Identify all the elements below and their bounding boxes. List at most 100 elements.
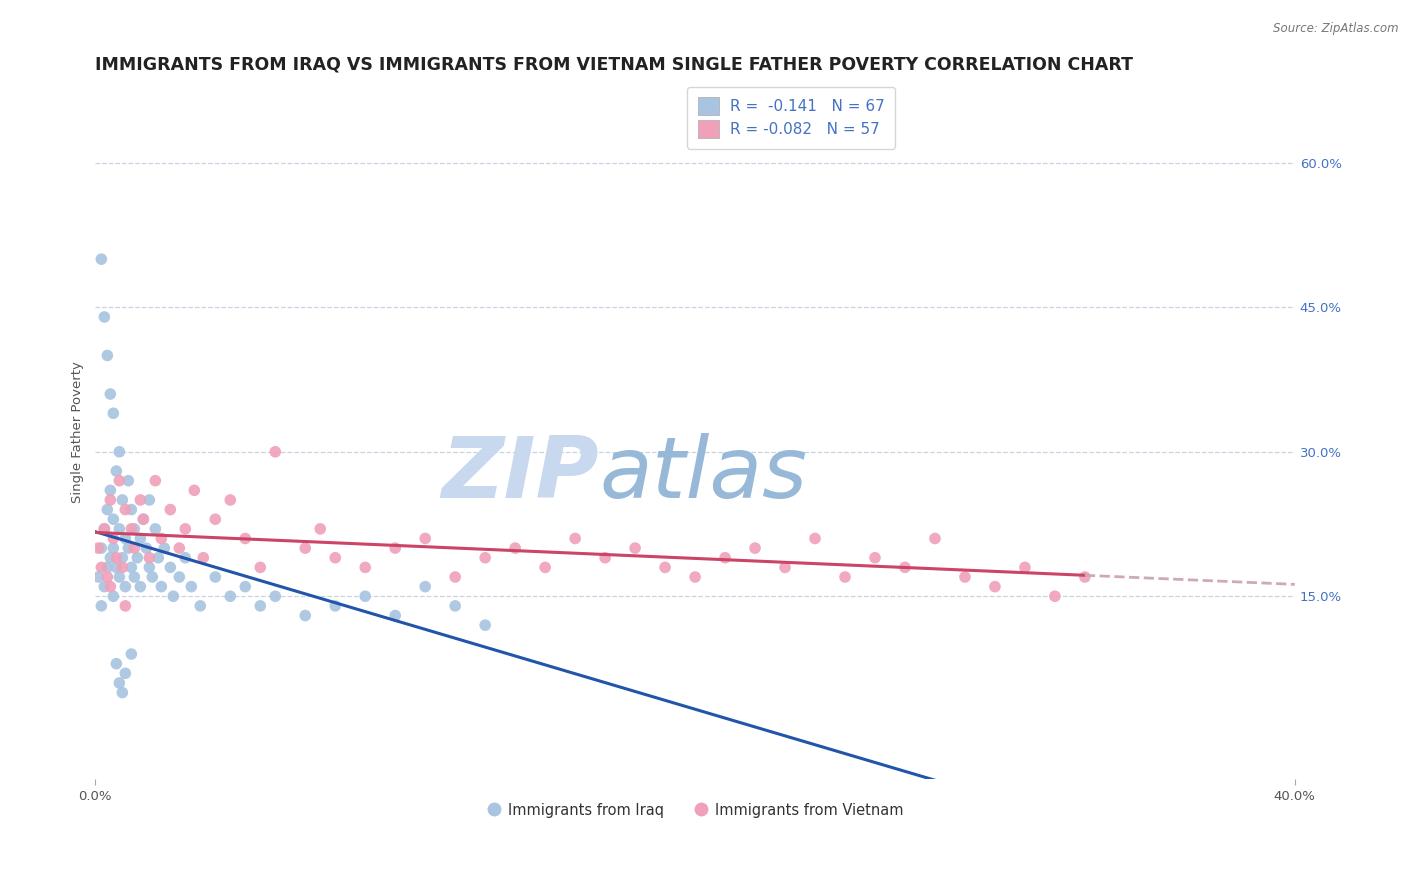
- Point: [159, 502, 181, 516]
- Point: [183, 483, 205, 498]
- Point: [111, 492, 134, 507]
- Point: [503, 541, 526, 555]
- Point: [233, 580, 256, 594]
- Point: [174, 522, 197, 536]
- Point: [294, 541, 316, 555]
- Point: [150, 532, 173, 546]
- Point: [249, 560, 271, 574]
- Point: [117, 474, 139, 488]
- Point: [804, 532, 827, 546]
- Point: [953, 570, 976, 584]
- Point: [129, 492, 152, 507]
- Point: [108, 474, 131, 488]
- Point: [103, 512, 125, 526]
- Point: [162, 589, 184, 603]
- Point: [683, 570, 706, 584]
- Point: [204, 570, 226, 584]
- Point: [108, 444, 131, 458]
- Point: [153, 541, 176, 555]
- Point: [219, 589, 242, 603]
- Point: [103, 406, 125, 420]
- Point: [132, 512, 155, 526]
- Point: [127, 550, 149, 565]
- Point: [87, 570, 110, 584]
- Point: [105, 550, 128, 565]
- Point: [96, 560, 118, 574]
- Text: atlas: atlas: [599, 433, 807, 516]
- Point: [93, 522, 115, 536]
- Point: [96, 502, 118, 516]
- Point: [90, 252, 112, 267]
- Point: [108, 522, 131, 536]
- Text: Source: ZipAtlas.com: Source: ZipAtlas.com: [1274, 22, 1399, 36]
- Point: [138, 492, 160, 507]
- Point: [624, 541, 647, 555]
- Point: [103, 589, 125, 603]
- Text: IMMIGRANTS FROM IRAQ VS IMMIGRANTS FROM VIETNAM SINGLE FATHER POVERTY CORRELATIO: IMMIGRANTS FROM IRAQ VS IMMIGRANTS FROM …: [96, 55, 1133, 73]
- Point: [564, 532, 586, 546]
- Point: [309, 522, 332, 536]
- Point: [219, 492, 242, 507]
- Point: [90, 541, 112, 555]
- Point: [129, 580, 152, 594]
- Point: [114, 599, 136, 613]
- Point: [120, 647, 142, 661]
- Point: [98, 483, 121, 498]
- Point: [105, 657, 128, 671]
- Point: [834, 570, 856, 584]
- Point: [323, 599, 346, 613]
- Point: [93, 522, 115, 536]
- Point: [98, 387, 121, 401]
- Point: [111, 550, 134, 565]
- Point: [105, 464, 128, 478]
- Point: [98, 550, 121, 565]
- Point: [138, 560, 160, 574]
- Legend: Immigrants from Iraq, Immigrants from Vietnam: Immigrants from Iraq, Immigrants from Vi…: [481, 797, 910, 824]
- Point: [654, 560, 676, 574]
- Point: [773, 560, 796, 574]
- Point: [233, 532, 256, 546]
- Point: [93, 310, 115, 324]
- Point: [444, 570, 467, 584]
- Point: [103, 541, 125, 555]
- Point: [143, 522, 166, 536]
- Point: [124, 522, 146, 536]
- Point: [193, 550, 215, 565]
- Point: [103, 532, 125, 546]
- Point: [188, 599, 211, 613]
- Point: [114, 580, 136, 594]
- Point: [323, 550, 346, 565]
- Point: [111, 685, 134, 699]
- Point: [124, 570, 146, 584]
- Point: [120, 502, 142, 516]
- Point: [169, 570, 191, 584]
- Point: [474, 550, 496, 565]
- Point: [474, 618, 496, 632]
- Point: [108, 570, 131, 584]
- Point: [413, 532, 436, 546]
- Point: [90, 560, 112, 574]
- Point: [98, 492, 121, 507]
- Point: [894, 560, 917, 574]
- Point: [138, 550, 160, 565]
- Point: [264, 589, 287, 603]
- Point: [384, 608, 406, 623]
- Point: [96, 349, 118, 363]
- Point: [354, 560, 377, 574]
- Point: [135, 541, 157, 555]
- Point: [413, 580, 436, 594]
- Point: [150, 580, 173, 594]
- Point: [141, 570, 163, 584]
- Point: [174, 550, 197, 565]
- Point: [714, 550, 737, 565]
- Point: [984, 580, 1007, 594]
- Point: [593, 550, 616, 565]
- Point: [129, 532, 152, 546]
- Point: [204, 512, 226, 526]
- Point: [354, 589, 377, 603]
- Point: [1074, 570, 1097, 584]
- Point: [384, 541, 406, 555]
- Point: [120, 560, 142, 574]
- Text: ZIP: ZIP: [441, 433, 599, 516]
- Point: [180, 580, 202, 594]
